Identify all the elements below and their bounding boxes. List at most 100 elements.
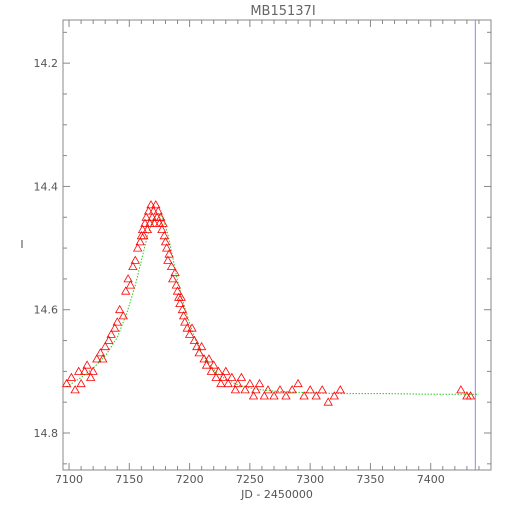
data-point-triangle <box>128 261 138 270</box>
data-point-triangle <box>112 317 122 326</box>
data-point-triangle <box>263 385 273 394</box>
x-axis-label: JD - 2450000 <box>240 488 313 501</box>
data-point-triangle <box>149 218 160 227</box>
data-point-triangle <box>156 212 166 221</box>
data-point-triangle <box>172 286 183 295</box>
data-point-triangle <box>199 354 209 363</box>
data-point-triangle <box>95 348 106 357</box>
x-tick-label: 7150 <box>115 473 143 486</box>
data-point-triangle <box>323 397 333 406</box>
data-point-triangle <box>106 329 116 338</box>
x-tick-label: 7100 <box>55 473 83 486</box>
data-point-triangle <box>171 280 181 289</box>
data-point-triangle <box>182 323 192 332</box>
x-tick-label: 7250 <box>236 473 264 486</box>
data-point-triangle <box>187 323 197 332</box>
y-tick-label: 14.8 <box>34 427 59 440</box>
data-point-triangle <box>61 378 72 388</box>
data-point-triangle <box>159 230 169 240</box>
data-point-triangle <box>115 304 125 314</box>
data-point-triangle <box>329 391 339 400</box>
data-point-triangle <box>209 360 219 369</box>
data-point-triangle <box>204 354 214 363</box>
data-point-triangle <box>177 304 188 314</box>
data-point-triangle <box>245 378 255 388</box>
data-point-triangle <box>163 255 173 264</box>
data-point-triangle <box>130 255 140 264</box>
x-tick-label: 7300 <box>296 473 324 486</box>
data-point-triangle <box>192 341 202 351</box>
data-point-triangle <box>70 385 80 394</box>
data-point-triangle <box>153 206 163 215</box>
data-point-triangle <box>335 385 345 394</box>
data-point-triangle <box>145 218 155 227</box>
data-point-triangle <box>176 292 186 301</box>
data-point-triangle <box>162 243 172 252</box>
data-point-triangle <box>164 249 174 258</box>
data-point-triangle <box>189 335 200 344</box>
data-point-triangle <box>168 274 178 283</box>
data-point-triangle <box>178 311 189 320</box>
data-point-triangle <box>196 341 207 351</box>
data-point-triangle <box>151 200 161 209</box>
data-point-triangle <box>201 360 212 369</box>
data-point-triangle <box>275 385 285 394</box>
data-point-triangle <box>142 224 153 233</box>
plot-frame <box>62 19 492 471</box>
data-point-triangle <box>146 200 156 209</box>
x-tick-label: 7200 <box>176 473 204 486</box>
data-point-triangle <box>287 385 297 394</box>
data-point-triangle <box>123 274 133 283</box>
y-tick-label: 14.4 <box>34 180 59 193</box>
data-point-triangle <box>139 230 149 240</box>
data-point-triangle <box>299 391 309 400</box>
data-point-triangle <box>148 206 159 215</box>
data-point-triangle <box>104 335 114 344</box>
data-point-triangle <box>92 354 102 363</box>
data-point-triangle <box>143 206 154 215</box>
plot-axes: 7100 7150 7200 7250 7300 7350 7400 14.2 14.4 14.6… <box>34 19 492 486</box>
data-point-triangle <box>465 391 476 400</box>
data-point-triangle <box>221 366 231 375</box>
y-tick-label: 14.2 <box>34 57 59 70</box>
data-point-triangle <box>251 385 261 394</box>
data-point-triangle <box>80 366 90 375</box>
data-point-triangle <box>137 224 148 233</box>
data-point-triangle <box>254 378 265 388</box>
data-point-triangle <box>211 372 221 381</box>
data-point-triangle <box>180 317 190 326</box>
data-point-triangle <box>236 372 247 381</box>
data-point-triangle <box>233 378 243 388</box>
x-tick-label: 7400 <box>417 473 445 486</box>
data-point-triangle <box>160 237 171 246</box>
data-point-triangle <box>218 372 228 381</box>
data-point-triangle <box>158 218 168 227</box>
data-point-triangle <box>121 286 131 295</box>
data-point-triangle <box>133 243 143 252</box>
data-point-triangle <box>206 366 216 375</box>
data-point-triangle <box>175 298 185 307</box>
model-curve-layer <box>66 212 479 395</box>
data-point-triangle <box>98 354 108 363</box>
data-point-triangle <box>82 360 92 369</box>
data-point-triangle <box>230 385 241 394</box>
data-point-triangle <box>281 391 291 400</box>
data-point-triangle <box>223 378 233 388</box>
data-point-triangle <box>135 237 145 246</box>
data-point-triangle <box>170 267 180 277</box>
data-point-triangle <box>216 378 226 388</box>
observation-points-layer <box>61 200 476 406</box>
data-point-triangle <box>194 348 204 357</box>
data-point-triangle <box>66 372 77 381</box>
data-point-triangle <box>74 366 84 375</box>
data-point-triangle <box>76 378 86 388</box>
y-axis-label: I <box>20 238 23 251</box>
x-tick-label: 7350 <box>356 473 384 486</box>
data-point-triangle <box>248 391 259 400</box>
data-point-triangle <box>147 212 157 221</box>
data-point-triangle <box>140 218 150 227</box>
data-point-triangle <box>293 378 303 388</box>
data-point-triangle <box>88 366 98 375</box>
data-point-triangle <box>184 329 195 338</box>
